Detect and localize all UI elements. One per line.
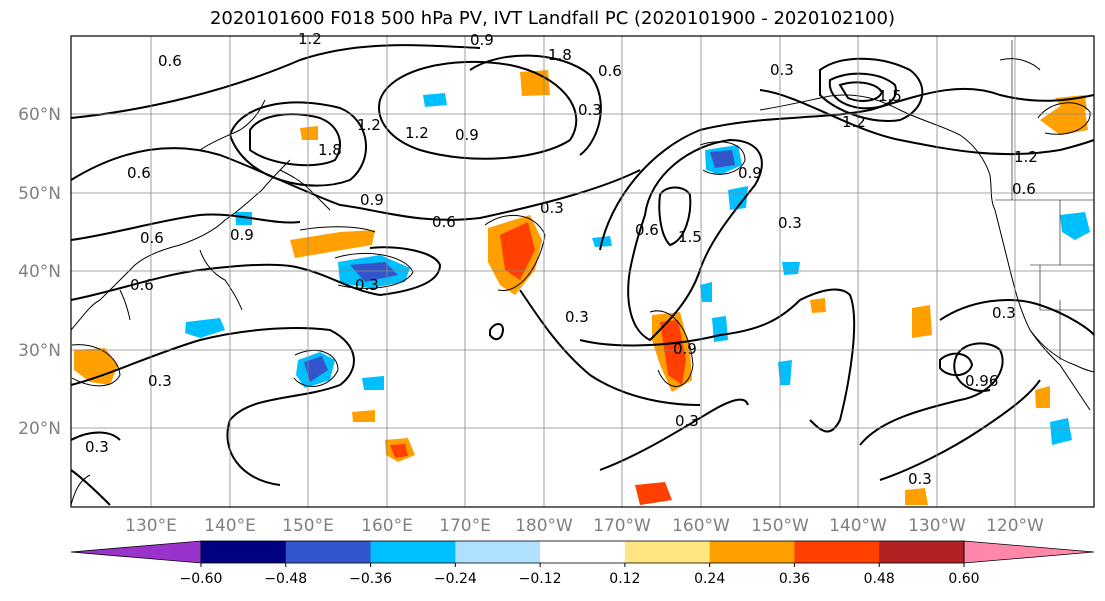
- contour-label: 0.9: [360, 191, 384, 209]
- contour-label: 0.9: [455, 126, 479, 144]
- lon-tick-label: 140°W: [829, 516, 887, 536]
- colorbar-box: [879, 541, 965, 563]
- contour-label: 1.2: [298, 30, 322, 48]
- contour-label: 0.9: [470, 31, 494, 49]
- colorbar-box: [370, 541, 456, 563]
- colorbar-tick-label: 0.48: [864, 571, 895, 587]
- lon-tick-label: 140°E: [204, 516, 256, 536]
- colorbar-tick-label: 0.60: [948, 571, 979, 587]
- contour-label: 0.6: [432, 213, 456, 231]
- contour-label: 0.9: [673, 340, 697, 358]
- contour-label: 1.2: [1014, 148, 1038, 166]
- lon-tick-label: 150°W: [751, 516, 809, 536]
- latitude-axis: 60°N 50°N 40°N 30°N 20°N: [18, 105, 61, 439]
- coastlines: [70, 58, 1095, 506]
- colorbar-box: [201, 541, 287, 563]
- colorbar-box: [794, 541, 880, 563]
- contour-label: 0.6: [140, 229, 164, 247]
- colorbar-tick-label: −0.12: [519, 571, 562, 587]
- lon-tick-label: 120°W: [986, 516, 1044, 536]
- contour-label: 1.8: [318, 141, 342, 159]
- lon-tick-label: 130°E: [125, 516, 177, 536]
- lon-tick-label: 130°W: [908, 516, 966, 536]
- colorbar-tick-label: −0.36: [349, 571, 392, 587]
- contour-label: 1.2: [842, 113, 866, 131]
- contour-label: 0.9: [738, 164, 762, 182]
- lat-tick-label: 60°N: [18, 105, 61, 125]
- contour-label: 0.3: [770, 61, 794, 79]
- contour-label: 0.3: [355, 276, 379, 294]
- contour-label: 0.9: [230, 226, 254, 244]
- colorbar-tick-label: 0.24: [694, 571, 725, 587]
- contour-label: 0.6: [1012, 180, 1036, 198]
- contour-label: 1.2: [405, 124, 429, 142]
- map-frame: [70, 35, 1095, 508]
- lon-tick-label: 170°E: [439, 516, 491, 536]
- contour-label: 0.6: [158, 52, 182, 70]
- colorbar-box: [285, 541, 372, 563]
- contour-label: 0.96: [965, 372, 998, 390]
- colorbar-tick-label: −0.60: [180, 571, 223, 587]
- lat-tick-label: 20°N: [18, 419, 61, 439]
- colorbar-extend-high: [963, 540, 1095, 564]
- colorbar: −0.60 −0.48 −0.36 −0.24 −0.12 0.12 0.24 0.36 0.4…: [70, 540, 1095, 587]
- contour-label: 0.3: [148, 372, 172, 390]
- colorbar-box: [455, 541, 541, 563]
- lon-tick-label: 180°W: [515, 516, 573, 536]
- political-borders: [995, 40, 1094, 360]
- ivt-contours: [71, 102, 1091, 387]
- colorbar-tick-label: 0.36: [779, 571, 810, 587]
- contour-label: 0.3: [908, 470, 932, 488]
- contour-label: 0.3: [85, 438, 109, 456]
- contour-label: 0.3: [540, 199, 564, 217]
- contour-label: 0.3: [675, 412, 699, 430]
- lat-tick-label: 50°N: [18, 184, 61, 204]
- colorbar-tick-label: −0.48: [264, 571, 307, 587]
- colorbar-extend-low: [70, 540, 202, 564]
- contour-label: 1.5: [878, 87, 902, 105]
- contour-label: 0.3: [778, 214, 802, 232]
- contour-label: 0.3: [578, 101, 602, 119]
- colorbar-tick-label: 0.12: [609, 571, 640, 587]
- pv-shading: [74, 70, 1090, 505]
- pv-contours: [70, 44, 1095, 506]
- contour-label: 0.6: [635, 221, 659, 239]
- colorbar-outline: [200, 540, 965, 564]
- contour-label: 0.3: [565, 308, 589, 326]
- contour-label: 0.6: [130, 276, 154, 294]
- lon-tick-label: 170°W: [593, 516, 651, 536]
- map-title: 2020101600 F018 500 hPa PV, IVT Landfall…: [209, 8, 896, 29]
- colorbar-tick-label: −0.24: [434, 571, 477, 587]
- longitude-axis: 130°E 140°E 150°E 160°E 170°E 180°W 170°…: [125, 516, 1044, 536]
- gridlines: [71, 36, 1094, 507]
- colorbar-box: [624, 541, 711, 563]
- lat-tick-label: 40°N: [18, 262, 61, 282]
- contour-label: 0.6: [598, 62, 622, 80]
- map-frame-bg: [71, 36, 1094, 507]
- contour-label: 1.5: [678, 228, 702, 246]
- contour-label: 1.8: [548, 46, 572, 64]
- colorbar-box: [540, 541, 626, 563]
- lat-tick-label: 30°N: [18, 341, 61, 361]
- contour-label: 1.2: [357, 116, 381, 134]
- contour-label: 0.6: [127, 164, 151, 182]
- colorbar-box: [709, 541, 795, 563]
- lon-tick-label: 160°E: [361, 516, 413, 536]
- lon-tick-label: 160°W: [672, 516, 730, 536]
- lon-tick-label: 150°E: [282, 516, 334, 536]
- contour-label: 0.3: [992, 304, 1016, 322]
